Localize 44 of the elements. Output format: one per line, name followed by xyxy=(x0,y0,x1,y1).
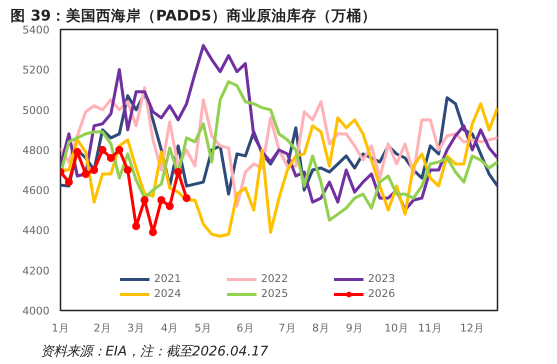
x-tick-label: 8月 xyxy=(312,322,330,334)
x-tick-label: 10月 xyxy=(384,322,409,334)
point xyxy=(132,222,140,230)
point xyxy=(140,196,149,204)
point xyxy=(157,196,166,204)
chart-title: 图 39：美国西海岸（PADD5）商业原油库存（万桶） xyxy=(10,6,376,24)
legend-label: 2026 xyxy=(368,287,396,300)
point xyxy=(64,178,73,186)
y-tick-label: 4000 xyxy=(22,304,50,318)
point xyxy=(106,154,115,162)
x-tick-label: 2月 xyxy=(94,322,112,334)
legend-label: 2025 xyxy=(261,287,290,300)
y-tick-label: 5400 xyxy=(22,24,50,36)
x-tick-label: 11月 xyxy=(418,322,443,334)
legend-label: 2023 xyxy=(368,272,396,285)
point xyxy=(82,170,90,178)
line-series xyxy=(60,102,498,238)
legend-label: 2021 xyxy=(154,272,182,285)
x-tick-label: 12月 xyxy=(460,322,485,334)
point xyxy=(90,166,98,174)
legend-label: 2022 xyxy=(261,272,290,285)
text: 资料来源：EIA，注：截至2026.04.17 xyxy=(40,344,269,360)
x-tick-label: 7月 xyxy=(278,322,296,334)
point xyxy=(115,146,124,154)
x-tick-label: 9月 xyxy=(346,322,364,334)
x-tick-label: 4月 xyxy=(160,322,179,334)
y-tick-label: 5000 xyxy=(22,104,50,117)
point xyxy=(182,194,191,202)
x-tick-label: 6月 xyxy=(236,322,254,334)
y-tick-label: 4200 xyxy=(22,264,50,278)
y-tick-label: 4800 xyxy=(22,144,50,157)
y-tick-label: 4600 xyxy=(22,184,50,198)
point xyxy=(148,228,157,236)
legend-label: 2024 xyxy=(154,287,182,300)
point xyxy=(98,146,107,154)
point xyxy=(73,148,82,156)
x-tick-label: 3月 xyxy=(127,322,146,334)
point xyxy=(166,202,174,210)
x-tick-label: 1月 xyxy=(52,322,70,334)
y-tick-label: 4400 xyxy=(22,224,50,238)
x-tick-label: 5月 xyxy=(194,322,212,334)
point xyxy=(174,168,182,176)
point xyxy=(124,166,132,174)
y-tick-label: 5200 xyxy=(22,64,50,77)
